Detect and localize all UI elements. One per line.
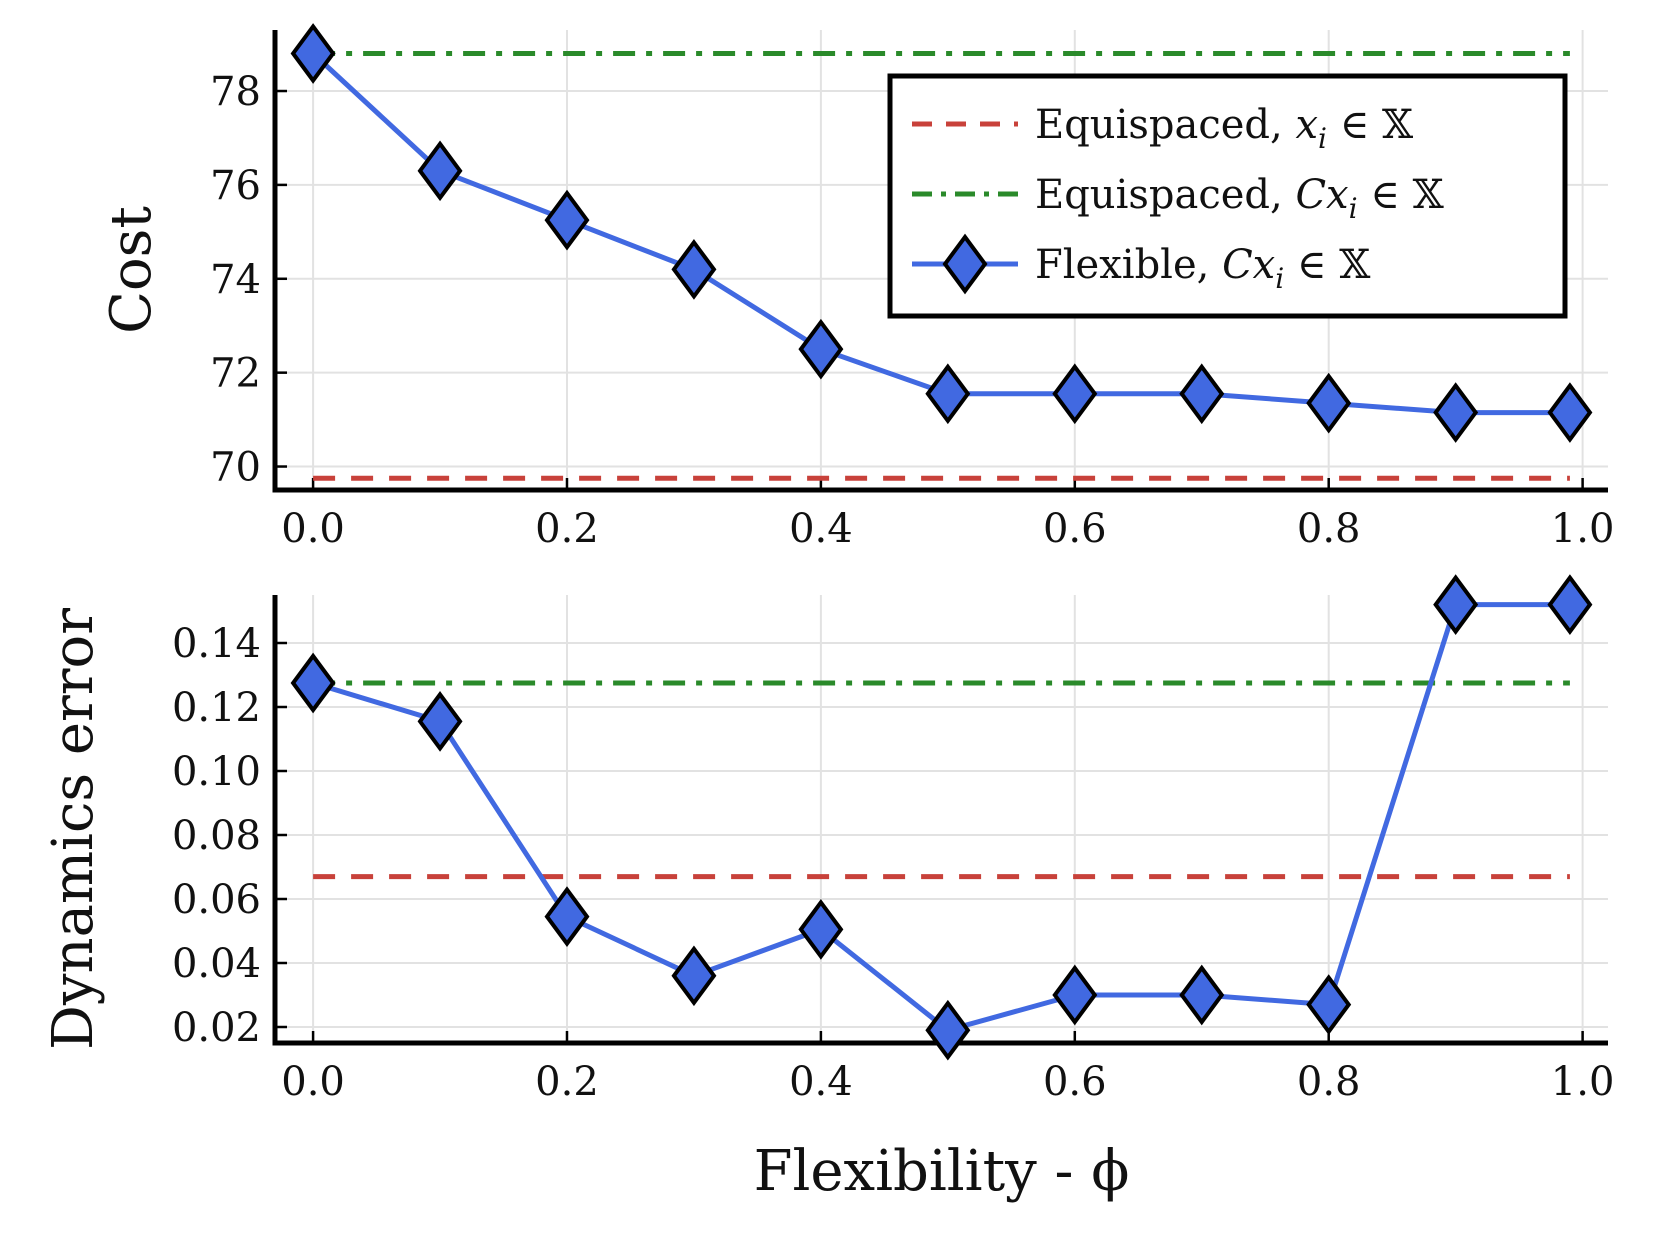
x-tick-label: 0.0 (281, 506, 345, 552)
x-axis-label: Flexibility - ϕ (754, 1139, 1130, 1204)
y-axis-label: Dynamics error (41, 608, 106, 1050)
data-point-diamond (290, 23, 336, 84)
legend-label: Flexible, Cxi ∈ 𝕏 (1035, 242, 1370, 295)
legend-label: Equispaced, Cxi ∈ 𝕏 (1035, 172, 1444, 225)
data-point-diamond (1179, 363, 1225, 425)
x-tick-label: 0.8 (1297, 1059, 1361, 1105)
data-point-diamond (671, 239, 717, 300)
data-point-diamond (1547, 574, 1593, 635)
legend-swatch-diamond (942, 233, 988, 295)
data-point-diamond (544, 189, 590, 251)
data-point-diamond (1547, 382, 1593, 443)
legend-label-subscript: i (1318, 122, 1327, 155)
y-tick-label: 0.04 (172, 941, 261, 987)
x-tick-label: 0.2 (535, 506, 599, 552)
y-tick-label: 0.02 (172, 1005, 261, 1051)
legend-label-math: Cx (1295, 172, 1348, 218)
data-point-diamond (1179, 964, 1225, 1026)
data-point-diamond (1433, 382, 1479, 443)
data-point-diamond (798, 899, 844, 960)
data-point-diamond (417, 140, 463, 202)
x-tick-label: 1.0 (1551, 506, 1615, 552)
data-point-diamond (1052, 363, 1098, 425)
legend-label-tail: ∈ 𝕏 (1284, 242, 1370, 288)
x-tick-label: 0.4 (789, 506, 853, 552)
data-point-diamond (544, 886, 590, 947)
legend-label-math: Cx (1222, 242, 1275, 288)
legend-label-tail: ∈ 𝕏 (1358, 172, 1444, 218)
y-tick-label: 0.14 (172, 621, 261, 667)
y-tick-label: 74 (210, 257, 261, 303)
x-tick-label: 0.0 (281, 1059, 345, 1105)
x-tick-label: 0.8 (1297, 506, 1361, 552)
data-point-diamond (417, 691, 463, 752)
data-point-diamond (925, 363, 971, 425)
legend-label-text: Flexible, (1035, 242, 1222, 288)
y-tick-label: 0.06 (172, 877, 261, 923)
series-line (312, 602, 1570, 1033)
x-tick-label: 1.0 (1551, 1059, 1615, 1105)
y-tick-label: 78 (210, 69, 261, 115)
legend-label-subscript: i (1275, 262, 1284, 295)
data-point-diamond (1306, 974, 1352, 1035)
data-point-diamond (290, 652, 336, 714)
data-point-diamond (925, 999, 971, 1061)
x-tick-label: 0.6 (1043, 506, 1107, 552)
y-tick-label: 72 (210, 351, 261, 397)
x-tick-label: 0.2 (535, 1059, 599, 1105)
legend-label: Equispaced, xi ∈ 𝕏 (1035, 102, 1413, 155)
legend-label-tail: ∈ 𝕏 (1327, 102, 1413, 148)
y-tick-label: 0.12 (172, 685, 261, 731)
legend-label-text: Equispaced, (1035, 172, 1295, 218)
data-point-diamond (1306, 372, 1352, 434)
y-axis-label: Cost (99, 206, 164, 334)
y-tick-label: 0.10 (172, 749, 261, 795)
legend-label-math: x (1295, 102, 1318, 148)
x-tick-label: 0.4 (789, 1059, 853, 1105)
legend-label-text: Equispaced, (1035, 102, 1295, 148)
legend-label-subscript: i (1349, 192, 1358, 225)
y-tick-label: 76 (210, 163, 261, 209)
cost-panel: 0.0 0.2 0.4 0.6 0.8 1.0 70 72 74 76 78 Cost (99, 23, 1615, 552)
data-point-diamond (1433, 574, 1479, 635)
data-point-diamond (671, 945, 717, 1007)
y-tick-label: 70 (210, 445, 261, 491)
data-point-diamond (798, 318, 844, 380)
x-tick-label: 0.6 (1043, 1059, 1107, 1105)
data-point-diamond (1052, 964, 1098, 1026)
dynamics-error-panel: 0.0 0.2 0.4 0.6 0.8 1.0 0.02 0.04 0.06 0.08 0.10 0.… (41, 574, 1615, 1204)
y-tick-label: 0.08 (172, 813, 261, 859)
